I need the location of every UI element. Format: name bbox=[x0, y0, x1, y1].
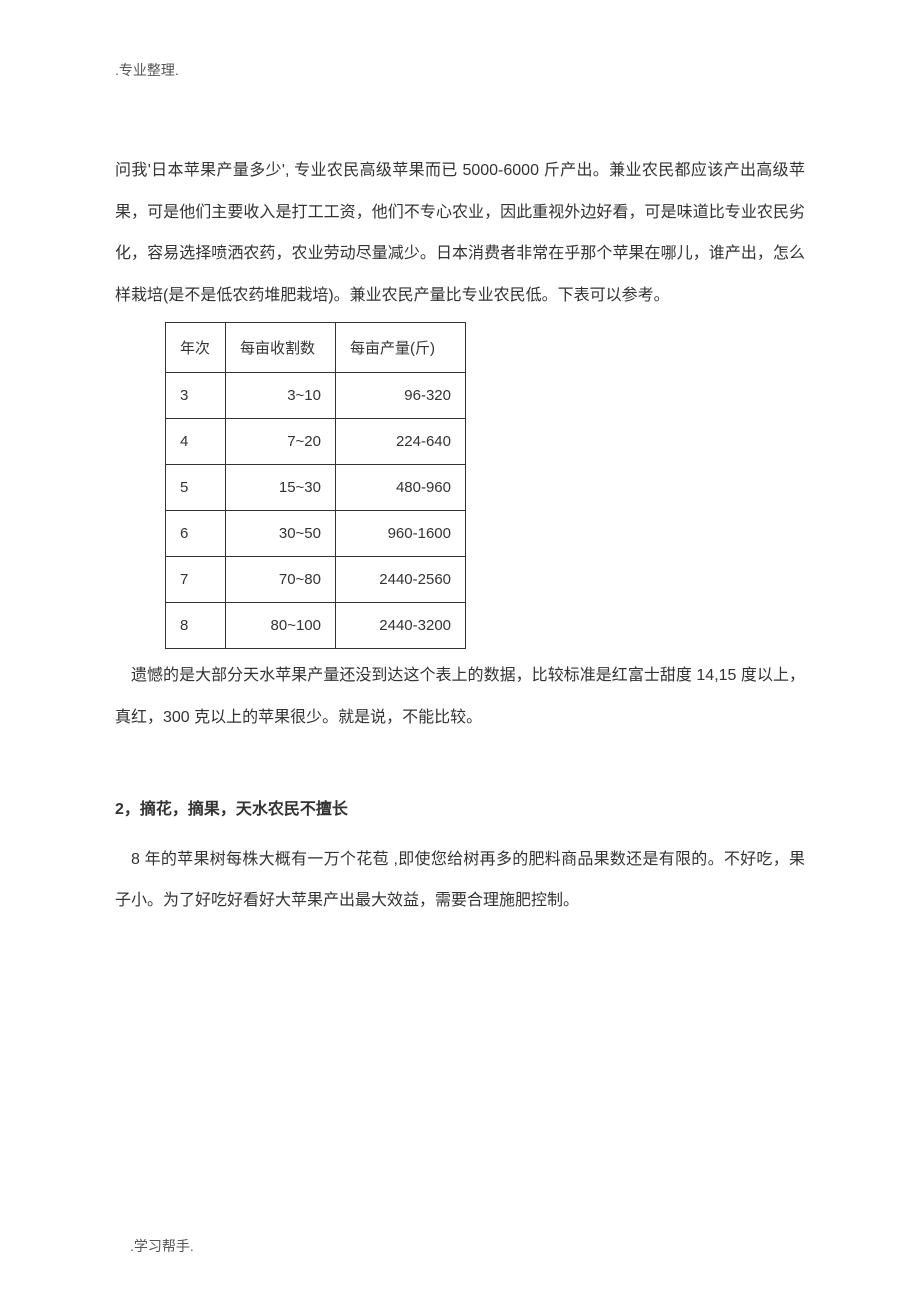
cell-yield: 480-960 bbox=[336, 465, 466, 511]
paragraph-2: 遗憾的是大部分天水苹果产量还没到达这个表上的数据，比较标准是红富士甜度 14,1… bbox=[115, 655, 805, 738]
header-note: .专业整理. bbox=[115, 60, 805, 80]
cell-year: 7 bbox=[166, 557, 226, 603]
cell-year: 8 bbox=[166, 603, 226, 649]
cell-harvest: 7~20 bbox=[226, 419, 336, 465]
table-row: 6 30~50 960-1600 bbox=[166, 511, 466, 557]
cell-yield: 2440-3200 bbox=[336, 603, 466, 649]
table-header-row: 年次 每亩收割数 每亩产量(斤) bbox=[166, 323, 466, 373]
col-header-harvest: 每亩收割数 bbox=[226, 323, 336, 373]
cell-harvest: 15~30 bbox=[226, 465, 336, 511]
table-row: 5 15~30 480-960 bbox=[166, 465, 466, 511]
yield-table: 年次 每亩收割数 每亩产量(斤) 3 3~10 96-320 4 7~20 22… bbox=[165, 322, 466, 649]
body-text-block: 遗憾的是大部分天水苹果产量还没到达这个表上的数据，比较标准是红富士甜度 14,1… bbox=[115, 655, 805, 738]
table-row: 8 80~100 2440-3200 bbox=[166, 603, 466, 649]
table-row: 7 70~80 2440-2560 bbox=[166, 557, 466, 603]
table-row: 4 7~20 224-640 bbox=[166, 419, 466, 465]
table-row: 3 3~10 96-320 bbox=[166, 373, 466, 419]
cell-year: 3 bbox=[166, 373, 226, 419]
cell-harvest: 30~50 bbox=[226, 511, 336, 557]
cell-yield: 960-1600 bbox=[336, 511, 466, 557]
paragraph-1: 问我'日本苹果产量多少', 专业农民高级苹果而已 5000-6000 斤产出。兼… bbox=[115, 150, 805, 316]
cell-year: 4 bbox=[166, 419, 226, 465]
col-header-year: 年次 bbox=[166, 323, 226, 373]
paragraph-3: 8 年的苹果树每株大概有一万个花苞 ,即使您给树再多的肥料商品果数还是有限的。不… bbox=[115, 839, 805, 922]
col-header-yield: 每亩产量(斤) bbox=[336, 323, 466, 373]
body-text-block: 问我'日本苹果产量多少', 专业农民高级苹果而已 5000-6000 斤产出。兼… bbox=[115, 150, 805, 316]
cell-year: 6 bbox=[166, 511, 226, 557]
cell-harvest: 3~10 bbox=[226, 373, 336, 419]
body-text-block: 8 年的苹果树每株大概有一万个花苞 ,即使您给树再多的肥料商品果数还是有限的。不… bbox=[115, 839, 805, 922]
document-page: .专业整理. 问我'日本苹果产量多少', 专业农民高级苹果而已 5000-600… bbox=[0, 0, 920, 922]
footer-note: .学习帮手. bbox=[130, 1236, 194, 1256]
cell-yield: 2440-2560 bbox=[336, 557, 466, 603]
cell-yield: 224-640 bbox=[336, 419, 466, 465]
cell-harvest: 80~100 bbox=[226, 603, 336, 649]
cell-yield: 96-320 bbox=[336, 373, 466, 419]
cell-harvest: 70~80 bbox=[226, 557, 336, 603]
section-2-title: 2，摘花，摘果，天水农民不擅长 bbox=[115, 795, 805, 819]
cell-year: 5 bbox=[166, 465, 226, 511]
